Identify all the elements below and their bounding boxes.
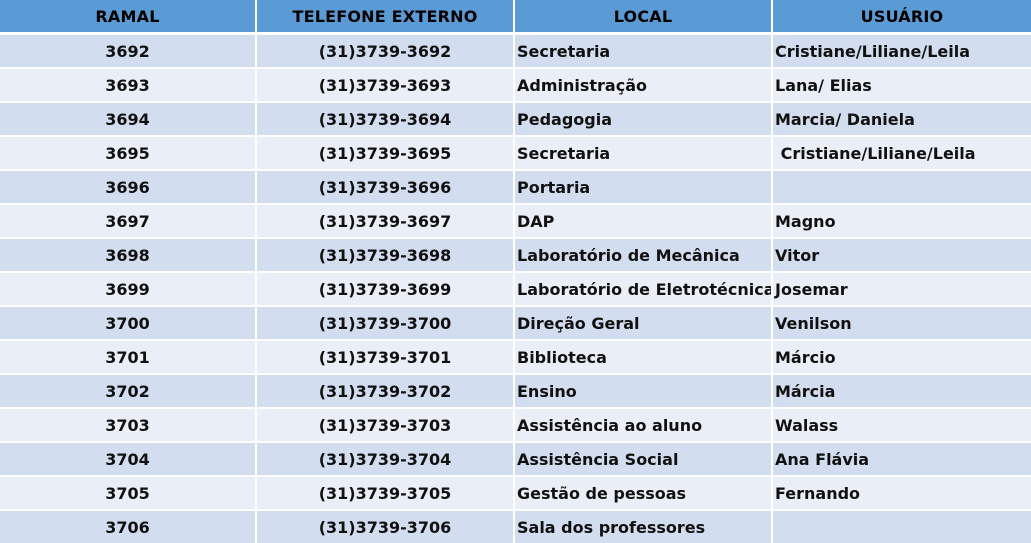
header-row: RAMAL TELEFONE EXTERNO LOCAL USUÁRIO — [0, 0, 1031, 35]
local-cell: Laboratório de Eletrotécnica — [513, 271, 772, 306]
local-cell: Assistência ao aluno — [513, 407, 772, 442]
local-cell: Pedagogia — [513, 101, 772, 136]
usuario-cell: Magno — [771, 203, 1031, 238]
telefone-cell: (31)3739-3693 — [255, 67, 514, 102]
telefone-cell: (31)3739-3698 — [255, 237, 514, 272]
table-row: 3700 (31)3739-3700 Direção Geral Venilson — [0, 305, 1031, 340]
table-row: 3702 (31)3739-3702 Ensino Márcia — [0, 373, 1031, 408]
ramal-cell: 3692 — [0, 32, 256, 68]
ramal-cell: 3706 — [0, 509, 256, 543]
ramal-cell: 3697 — [0, 203, 256, 238]
header-telefone-externo: TELEFONE EXTERNO — [255, 0, 514, 35]
usuario-cell: Ana Flávia — [771, 441, 1031, 476]
header-local: LOCAL — [513, 0, 772, 35]
usuario-cell: Cristiane/Liliane/Leila — [771, 135, 1031, 170]
ramal-cell: 3705 — [0, 475, 256, 510]
telefone-cell: (31)3739-3706 — [255, 509, 514, 543]
header-ramal: RAMAL — [0, 0, 256, 35]
telefone-cell: (31)3739-3703 — [255, 407, 514, 442]
usuario-cell: Walass — [771, 407, 1031, 442]
telefone-cell: (31)3739-3705 — [255, 475, 514, 510]
ramal-cell: 3695 — [0, 135, 256, 170]
local-cell: Biblioteca — [513, 339, 772, 374]
usuario-cell: Marcia/ Daniela — [771, 101, 1031, 136]
local-cell: Administração — [513, 67, 772, 102]
ramal-cell: 3696 — [0, 169, 256, 204]
ramal-cell: 3703 — [0, 407, 256, 442]
table-row: 3692 (31)3739-3692 Secretaria Cristiane/Lil… — [0, 32, 1031, 68]
table-row: 3701 (31)3739-3701 Biblioteca Márcio — [0, 339, 1031, 374]
ramal-cell: 3698 — [0, 237, 256, 272]
telefone-cell: (31)3739-3697 — [255, 203, 514, 238]
table-row: 3699 (31)3739-3699 Laboratório de Eletroté… — [0, 271, 1031, 306]
usuario-cell: Márcia — [771, 373, 1031, 408]
ramal-cell: 3701 — [0, 339, 256, 374]
header-usuario: USUÁRIO — [771, 0, 1031, 35]
local-cell: Direção Geral — [513, 305, 772, 340]
table-row: 3706 (31)3739-3706 Sala dos professores — [0, 509, 1031, 543]
ramal-cell: 3699 — [0, 271, 256, 306]
local-cell: Ensino — [513, 373, 772, 408]
telefone-cell: (31)3739-3692 — [255, 32, 514, 68]
ramal-cell: 3704 — [0, 441, 256, 476]
local-cell: Gestão de pessoas — [513, 475, 772, 510]
local-cell: Secretaria — [513, 32, 772, 68]
ramal-cell: 3694 — [0, 101, 256, 136]
local-cell: DAP — [513, 203, 772, 238]
telefone-cell: (31)3739-3694 — [255, 101, 514, 136]
telefone-cell: (31)3739-3704 — [255, 441, 514, 476]
usuario-cell: Fernando — [771, 475, 1031, 510]
usuario-cell — [771, 169, 1031, 204]
ramal-cell: 3700 — [0, 305, 256, 340]
telefone-cell: (31)3739-3701 — [255, 339, 514, 374]
table-row: 3705 (31)3739-3705 Gestão de pessoas Fernan… — [0, 475, 1031, 510]
usuario-cell: Vitor — [771, 237, 1031, 272]
table-row: 3695 (31)3739-3695 Secretaria Cristiane/Li… — [0, 135, 1031, 170]
table-row: 3698 (31)3739-3698 Laboratório de Mecânica… — [0, 237, 1031, 272]
ramal-cell: 3693 — [0, 67, 256, 102]
usuario-cell — [771, 509, 1031, 543]
telefone-cell: (31)3739-3702 — [255, 373, 514, 408]
table-row: 3704 (31)3739-3704 Assistência Social Ana F… — [0, 441, 1031, 476]
usuario-cell: Lana/ Elias — [771, 67, 1031, 102]
table-row: 3696 (31)3739-3696 Portaria — [0, 169, 1031, 204]
usuario-cell: Josemar — [771, 271, 1031, 306]
ramal-cell: 3702 — [0, 373, 256, 408]
usuario-cell: Márcio — [771, 339, 1031, 374]
table-row: 3703 (31)3739-3703 Assistência ao aluno Wal… — [0, 407, 1031, 442]
local-cell: Laboratório de Mecânica — [513, 237, 772, 272]
telefone-cell: (31)3739-3695 — [255, 135, 514, 170]
table-row: 3693 (31)3739-3693 Administração Lana/ Elia… — [0, 67, 1031, 102]
usuario-cell: Venilson — [771, 305, 1031, 340]
local-cell: Assistência Social — [513, 441, 772, 476]
local-cell: Portaria — [513, 169, 772, 204]
local-cell: Sala dos professores — [513, 509, 772, 543]
local-cell: Secretaria — [513, 135, 772, 170]
telefone-cell: (31)3739-3699 — [255, 271, 514, 306]
telefone-cell: (31)3739-3696 — [255, 169, 514, 204]
table-row: 3697 (31)3739-3697 DAP Magno — [0, 203, 1031, 238]
usuario-cell: Cristiane/Liliane/Leila — [771, 32, 1031, 68]
telefone-cell: (31)3739-3700 — [255, 305, 514, 340]
table-row: 3694 (31)3739-3694 Pedagogia Marcia/ Daniel… — [0, 101, 1031, 136]
